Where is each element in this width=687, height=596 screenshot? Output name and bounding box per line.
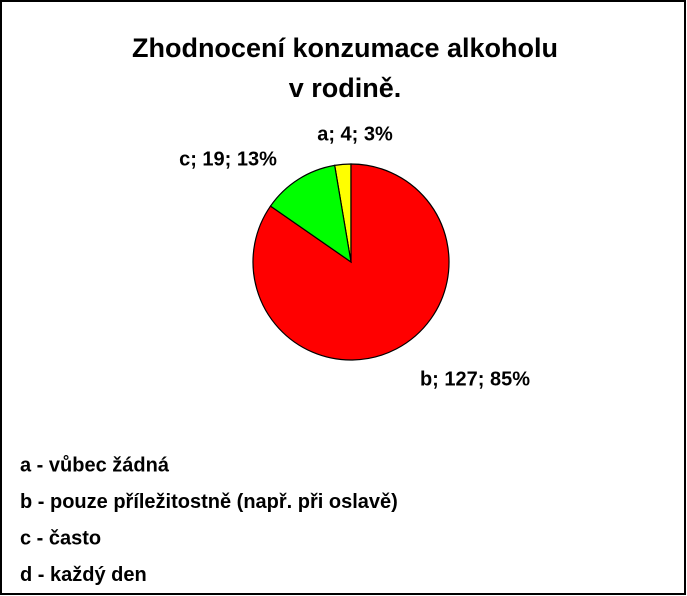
data-label: c; 19; 13% [179,148,277,170]
chart-title: v rodině. [289,73,402,103]
pie-slice [269,164,352,264]
legend-item: d - každý den [20,564,147,586]
data-label: b; 127; 85% [420,368,530,390]
chart-title: Zhodnocení konzumace alkoholu [132,33,558,63]
legend-item: c - často [20,527,101,549]
legend-item: a - vůbec žádná [20,454,170,476]
legend-item: b - pouze příležitostně (např. při oslav… [20,491,398,513]
data-label: a; 4; 3% [317,123,393,145]
